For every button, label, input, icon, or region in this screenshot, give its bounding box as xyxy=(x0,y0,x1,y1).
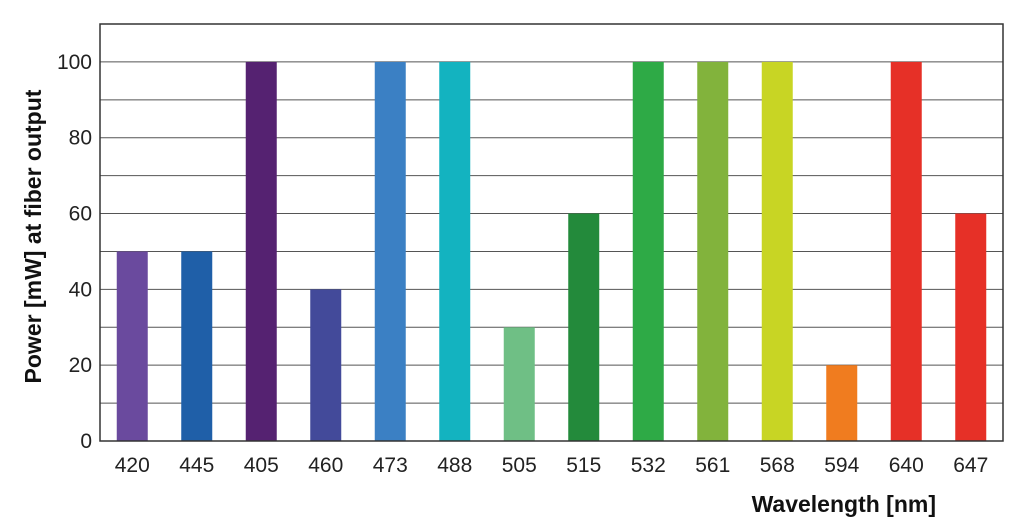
y-tick-label: 100 xyxy=(57,51,92,74)
bar-515 xyxy=(568,213,600,441)
x-tick-label: 594 xyxy=(824,454,859,477)
x-tick-label: 568 xyxy=(760,454,795,477)
bar-647 xyxy=(955,213,987,441)
x-tick-label: 532 xyxy=(631,454,666,477)
y-tick-label: 0 xyxy=(80,430,92,453)
bars xyxy=(116,61,987,442)
x-tick-label: 640 xyxy=(889,454,924,477)
x-tick-label: 561 xyxy=(695,454,730,477)
x-tick-labels: 420 445 405 460 473 488 505 515 532 561 568 594 640 6… xyxy=(115,454,989,477)
x-axis-title: Wavelength [nm] xyxy=(752,491,936,517)
x-tick-label: 505 xyxy=(502,454,537,477)
y-tick-label: 40 xyxy=(69,278,92,301)
x-tick-label: 405 xyxy=(244,454,279,477)
y-axis-title: Power [mW] at fiber output xyxy=(20,89,46,383)
bar-640 xyxy=(890,61,922,442)
bar-488 xyxy=(439,61,471,442)
y-tick-label: 20 xyxy=(69,354,92,377)
x-tick-label: 460 xyxy=(308,454,343,477)
bar-561 xyxy=(697,61,729,442)
bar-568 xyxy=(761,61,793,442)
bar-473 xyxy=(374,61,406,442)
bar-445 xyxy=(181,251,213,441)
x-tick-label: 647 xyxy=(953,454,988,477)
bar-420 xyxy=(116,251,148,441)
bar-460 xyxy=(310,289,342,441)
x-tick-label: 445 xyxy=(179,454,214,477)
bar-532 xyxy=(632,61,664,442)
y-tick-labels: 0 20 40 60 80 100 xyxy=(57,51,92,453)
x-tick-label: 420 xyxy=(115,454,150,477)
x-tick-label: 473 xyxy=(373,454,408,477)
x-tick-label: 515 xyxy=(566,454,601,477)
x-tick-label: 488 xyxy=(437,454,472,477)
y-tick-label: 80 xyxy=(69,127,92,150)
grid-lines xyxy=(100,61,1003,404)
bar-594 xyxy=(826,365,858,441)
bar-505 xyxy=(503,327,535,441)
plot-frame xyxy=(99,23,1004,442)
bar-405 xyxy=(245,61,277,442)
y-tick-label: 60 xyxy=(69,203,92,226)
